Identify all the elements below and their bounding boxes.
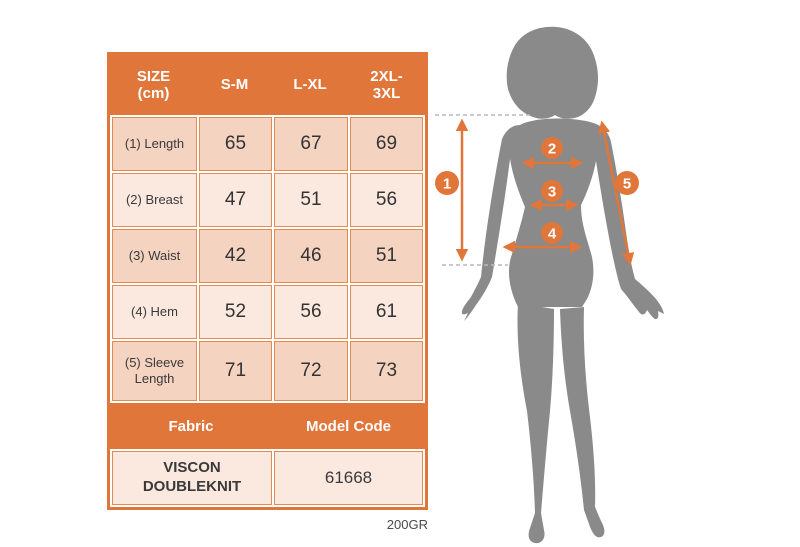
header-2xl-3xl: 2XL-3XL xyxy=(370,67,403,102)
size-measurement-table: SIZE (cm) S-M L-XL 2XL-3XL (1) Length 65… xyxy=(107,52,428,510)
svg-text:2: 2 xyxy=(548,141,556,158)
value-waist-lxl: 46 xyxy=(274,229,348,283)
measure-marker-5: 5 xyxy=(615,171,639,195)
size-table-body: (1) Length 65 67 69 (2) Breast 47 51 56 … xyxy=(110,115,425,403)
value-breast-2xl3xl: 56 xyxy=(350,173,423,227)
header-s-m: S-M xyxy=(220,76,249,94)
svg-text:3: 3 xyxy=(548,184,556,201)
fabric-model-body: VISCON DOUBLEKNIT 61668 xyxy=(110,449,425,507)
value-waist-2xl3xl: 51 xyxy=(350,229,423,283)
row-label-hem: (4) Hem xyxy=(112,285,197,339)
header-size-cm: SIZE (cm) xyxy=(136,67,171,102)
value-length-sm: 65 xyxy=(199,117,272,171)
measure-marker-4: 4 xyxy=(541,222,563,244)
weight-note: 200GR xyxy=(386,517,428,532)
row-label-sleeve-length: (5) Sleeve Length xyxy=(112,341,197,401)
female-silhouette-diagram: 1 2 3 4 5 xyxy=(435,26,664,544)
value-hem-2xl3xl: 61 xyxy=(350,285,423,339)
arrow-sleeve xyxy=(597,120,635,266)
header-model-code: Model Code xyxy=(306,417,391,435)
svg-text:4: 4 xyxy=(548,226,557,243)
fabric-model-header-row: Fabric Model Code xyxy=(110,403,425,449)
value-breast-sm: 47 xyxy=(199,173,272,227)
value-length-2xl3xl: 69 xyxy=(350,117,423,171)
header-fabric: Fabric xyxy=(168,417,214,435)
fabric-value: VISCON DOUBLEKNIT xyxy=(112,451,272,505)
model-code-value: 61668 xyxy=(274,451,423,505)
measure-marker-2: 2 xyxy=(541,137,563,159)
value-waist-sm: 42 xyxy=(199,229,272,283)
value-sleeve-lxl: 72 xyxy=(274,341,348,401)
value-sleeve-2xl3xl: 73 xyxy=(350,341,423,401)
measure-marker-3: 3 xyxy=(541,180,563,202)
value-hem-lxl: 56 xyxy=(274,285,348,339)
value-sleeve-sm: 71 xyxy=(199,341,272,401)
svg-text:1: 1 xyxy=(443,176,451,193)
measure-marker-1: 1 xyxy=(435,171,459,195)
svg-text:5: 5 xyxy=(623,176,631,193)
header-l-xl: L-XL xyxy=(293,76,327,94)
value-length-lxl: 67 xyxy=(274,117,348,171)
value-hem-sm: 52 xyxy=(199,285,272,339)
row-label-breast: (2) Breast xyxy=(112,173,197,227)
size-table-header-row: SIZE (cm) S-M L-XL 2XL-3XL xyxy=(110,55,425,115)
row-label-waist: (3) Waist xyxy=(112,229,197,283)
value-breast-lxl: 51 xyxy=(274,173,348,227)
row-label-length: (1) Length xyxy=(112,117,197,171)
measurement-diagram: 1 2 3 4 5 xyxy=(430,20,720,547)
female-silhouette xyxy=(461,26,664,544)
